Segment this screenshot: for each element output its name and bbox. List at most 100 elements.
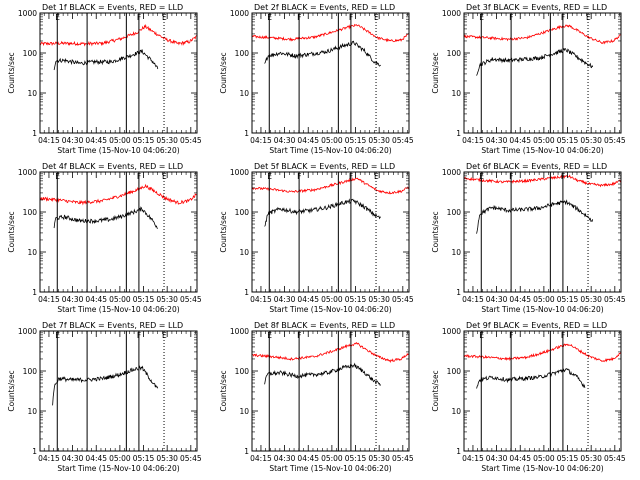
lld-series-line (39, 183, 197, 206)
x-tick-label: 05:15 (557, 136, 579, 145)
time-marker-label: E (586, 13, 591, 22)
events-series-line (264, 198, 382, 227)
y-tick-label: 1 (244, 447, 249, 456)
plot-frame (463, 12, 622, 134)
x-tick-label: 05:30 (368, 454, 390, 463)
x-axis-label: Start Time (15-Nov-10 04:06:20) (57, 305, 179, 314)
time-marker-label: F (137, 331, 141, 340)
events-series-line (476, 368, 586, 389)
x-tick-label: 05:00 (533, 295, 555, 304)
x-tick-label: 05:15 (133, 454, 155, 463)
x-tick-label: 05:30 (368, 136, 390, 145)
x-tick-label: 05:45 (392, 295, 414, 304)
time-marker-label: F (509, 331, 513, 340)
lld-series-line (463, 343, 622, 363)
time-marker-label: E (374, 172, 379, 181)
time-marker-label: E (267, 172, 272, 181)
x-tick-label: 05:15 (557, 454, 579, 463)
x-tick-label: 04:45 (297, 454, 319, 463)
y-tick-label: 100 (447, 367, 462, 376)
panel-title: Det 5f BLACK = Events, RED = LLD (254, 162, 395, 171)
x-tick-label: 04:30 (274, 454, 296, 463)
panel-title: Det 2f BLACK = Events, RED = LLD (254, 3, 395, 12)
events-series-line (53, 206, 158, 229)
x-tick-label: 05:00 (533, 454, 555, 463)
y-axis-label: Counts/sec (431, 211, 440, 252)
time-marker-label: E (162, 172, 167, 181)
y-tick-label: 1000 (18, 327, 37, 336)
y-tick-label: 1000 (230, 9, 249, 18)
x-tick-label: 05:00 (321, 295, 343, 304)
y-tick-label: 100 (235, 208, 250, 217)
time-marker-label: F (297, 172, 301, 181)
y-axis-label: Counts/sec (431, 52, 440, 93)
plot-frame (463, 171, 622, 293)
x-tick-label: 04:15 (38, 136, 60, 145)
time-marker-label: E (374, 13, 379, 22)
x-tick-label: 05:45 (180, 454, 202, 463)
x-tick-label: 04:30 (62, 454, 84, 463)
time-marker-label: E (162, 331, 167, 340)
events-series-line (476, 199, 594, 234)
time-marker-label: F (561, 331, 565, 340)
time-marker-label: F (349, 172, 353, 181)
x-tick-label: 05:45 (392, 454, 414, 463)
time-marker-label: E (479, 172, 484, 181)
x-tick-label: 04:45 (85, 136, 107, 145)
y-axis-label: Counts/sec (219, 370, 228, 411)
plot-frame (39, 171, 198, 293)
events-series-line (53, 49, 159, 71)
time-marker-label: F (297, 13, 301, 22)
x-tick-label: 04:30 (486, 454, 508, 463)
y-tick-label: 10 (27, 407, 37, 416)
y-tick-label: 1 (456, 129, 461, 138)
panel-title: Det 4f BLACK = Events, RED = LLD (42, 162, 183, 171)
x-tick-label: 04:15 (250, 295, 272, 304)
plot-frame (251, 330, 410, 452)
x-tick-label: 04:45 (509, 454, 531, 463)
plot-frame (251, 12, 410, 134)
x-axis-label: Start Time (15-Nov-10 04:06:20) (269, 464, 391, 473)
y-axis-label: Counts/sec (219, 52, 228, 93)
y-tick-label: 1000 (442, 9, 461, 18)
lld-series-line (251, 177, 410, 195)
y-axis-label: Counts/sec (219, 211, 228, 252)
y-tick-label: 1 (32, 447, 37, 456)
panel-title: Det 6f BLACK = Events, RED = LLD (466, 162, 607, 171)
lld-series-line (251, 342, 410, 364)
plot-frame (251, 171, 410, 293)
x-tick-label: 04:15 (38, 295, 60, 304)
y-tick-label: 10 (27, 248, 37, 257)
x-tick-label: 04:15 (462, 136, 484, 145)
y-tick-label: 10 (239, 248, 249, 257)
y-tick-label: 1 (456, 447, 461, 456)
time-marker-label: F (561, 13, 565, 22)
time-marker-label: E (267, 331, 272, 340)
x-tick-label: 04:30 (486, 136, 508, 145)
x-axis-label: Start Time (15-Nov-10 04:06:20) (269, 305, 391, 314)
x-tick-label: 04:15 (462, 295, 484, 304)
x-tick-label: 05:30 (580, 295, 602, 304)
x-tick-label: 05:00 (109, 136, 131, 145)
y-axis-label: Counts/sec (7, 370, 16, 411)
time-marker-label: F (509, 172, 513, 181)
x-tick-label: 04:30 (486, 295, 508, 304)
y-tick-label: 1000 (442, 327, 461, 336)
time-marker-label: E (55, 172, 60, 181)
x-tick-label: 05:00 (321, 454, 343, 463)
x-axis-label: Start Time (15-Nov-10 04:06:20) (269, 146, 391, 155)
panel-title: Det 9f BLACK = Events, RED = LLD (466, 321, 607, 330)
x-tick-label: 05:00 (109, 295, 131, 304)
x-tick-label: 05:30 (156, 295, 178, 304)
x-tick-label: 04:45 (297, 295, 319, 304)
time-marker-label: F (137, 13, 141, 22)
y-axis-label: Counts/sec (431, 370, 440, 411)
y-tick-label: 100 (23, 367, 38, 376)
